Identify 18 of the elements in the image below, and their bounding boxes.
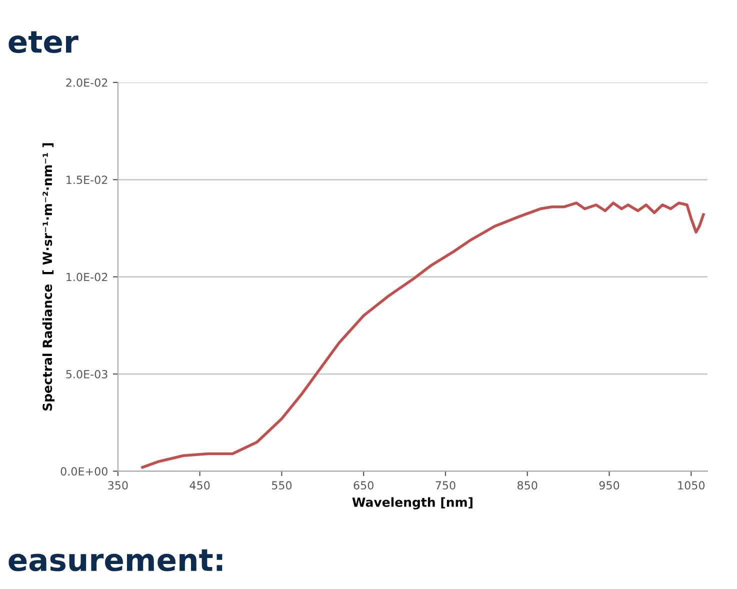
y-tick-label: 0.0E+00 <box>60 467 108 476</box>
x-tick-label: 850 <box>518 481 538 490</box>
x-tick-label: 950 <box>599 481 620 490</box>
y-tick-label: 5.0E-03 <box>66 370 108 378</box>
x-tick-label: 750 <box>436 481 456 490</box>
x-tick-label: 350 <box>108 481 128 490</box>
line-series <box>141 202 705 469</box>
y-tick-label: 2.0E-02 <box>66 78 108 87</box>
text: easurement: <box>8 549 222 572</box>
y-tick-label: 1.5E-02 <box>66 176 108 184</box>
x-tick-label: 650 <box>354 481 374 490</box>
x-tick-label: 450 <box>190 481 210 490</box>
x-tick-label: 550 <box>272 481 292 490</box>
y-axis-title: Spectral Radiance [ W·sr⁻¹·m⁻²·nm⁻¹ ] <box>42 143 54 411</box>
text: eter <box>8 31 78 54</box>
y-tick-label: 1.0E-02 <box>66 272 108 282</box>
x-tick-label: 1050 <box>678 481 705 490</box>
x-axis-title: Wavelength [nm] <box>352 497 472 510</box>
